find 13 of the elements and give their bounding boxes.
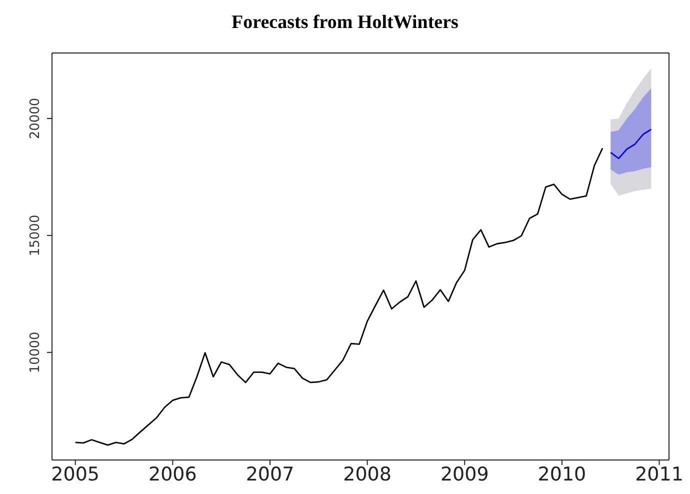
- x-tick-label: 2005: [51, 463, 100, 486]
- y-tick-label: 20000: [28, 98, 43, 140]
- chart-title: Forecasts from HoltWinters: [230, 12, 460, 35]
- x-tick-label: 2007: [246, 463, 294, 486]
- x-tick-label: 2010: [538, 463, 586, 486]
- line-series: [610, 128, 652, 160]
- x-tick-label: 2006: [148, 463, 197, 486]
- y-tick-label: 15000: [28, 214, 43, 256]
- x-tick-label: 2011: [635, 463, 684, 486]
- x-tick-label: 2008: [343, 463, 392, 486]
- x-tick-label: 2009: [440, 463, 489, 486]
- y-tick-label: 10000: [28, 332, 43, 374]
- line-series: [74, 148, 604, 446]
